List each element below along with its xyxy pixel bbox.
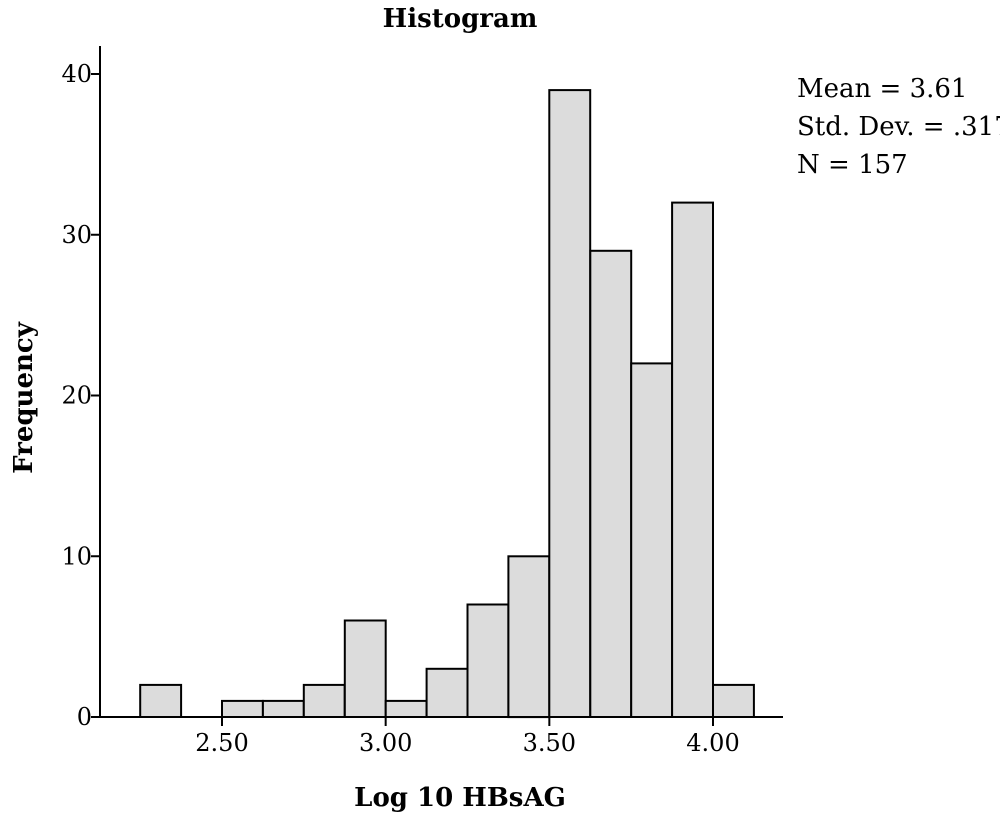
histogram-bar <box>466 603 510 718</box>
y-tick-label: 30 <box>61 221 92 249</box>
y-tick-label: 20 <box>61 382 92 410</box>
y-axis-label: Frequency <box>9 321 39 474</box>
stat-std-dev: Std. Dev. = .317 <box>797 112 1000 142</box>
histogram-bar <box>548 89 592 719</box>
histogram-bar <box>630 362 674 718</box>
histogram-bar <box>261 699 305 719</box>
y-tick-label: 0 <box>77 703 92 731</box>
histogram-bar <box>671 201 714 719</box>
x-tick-group: 2.50 3.00 3.50 4.00 <box>195 717 740 757</box>
histogram-bar <box>302 683 346 719</box>
y-tick-label: 10 <box>61 542 92 570</box>
histogram-bar <box>343 619 387 718</box>
chart-title: Histogram <box>383 4 538 34</box>
y-tick-group: 0 10 20 30 40 <box>61 60 100 731</box>
histogram-bar <box>589 249 633 719</box>
bar-group <box>139 89 755 719</box>
histogram-bar <box>221 699 264 719</box>
histogram-bar <box>507 555 551 719</box>
x-axis-label: Log 10 HBsAG <box>354 783 566 813</box>
x-tick-label: 4.00 <box>686 729 739 757</box>
histogram-bar <box>139 683 183 719</box>
histogram-bar <box>384 699 428 719</box>
stat-mean: Mean = 3.61 <box>797 74 967 104</box>
y-tick-label: 40 <box>61 60 92 88</box>
histogram-bar <box>712 683 755 719</box>
histogram-bar <box>425 667 469 718</box>
stat-n: N = 157 <box>797 150 908 180</box>
x-tick-label: 3.00 <box>359 729 412 757</box>
x-tick-label: 3.50 <box>523 729 576 757</box>
x-tick-label: 2.50 <box>195 729 248 757</box>
